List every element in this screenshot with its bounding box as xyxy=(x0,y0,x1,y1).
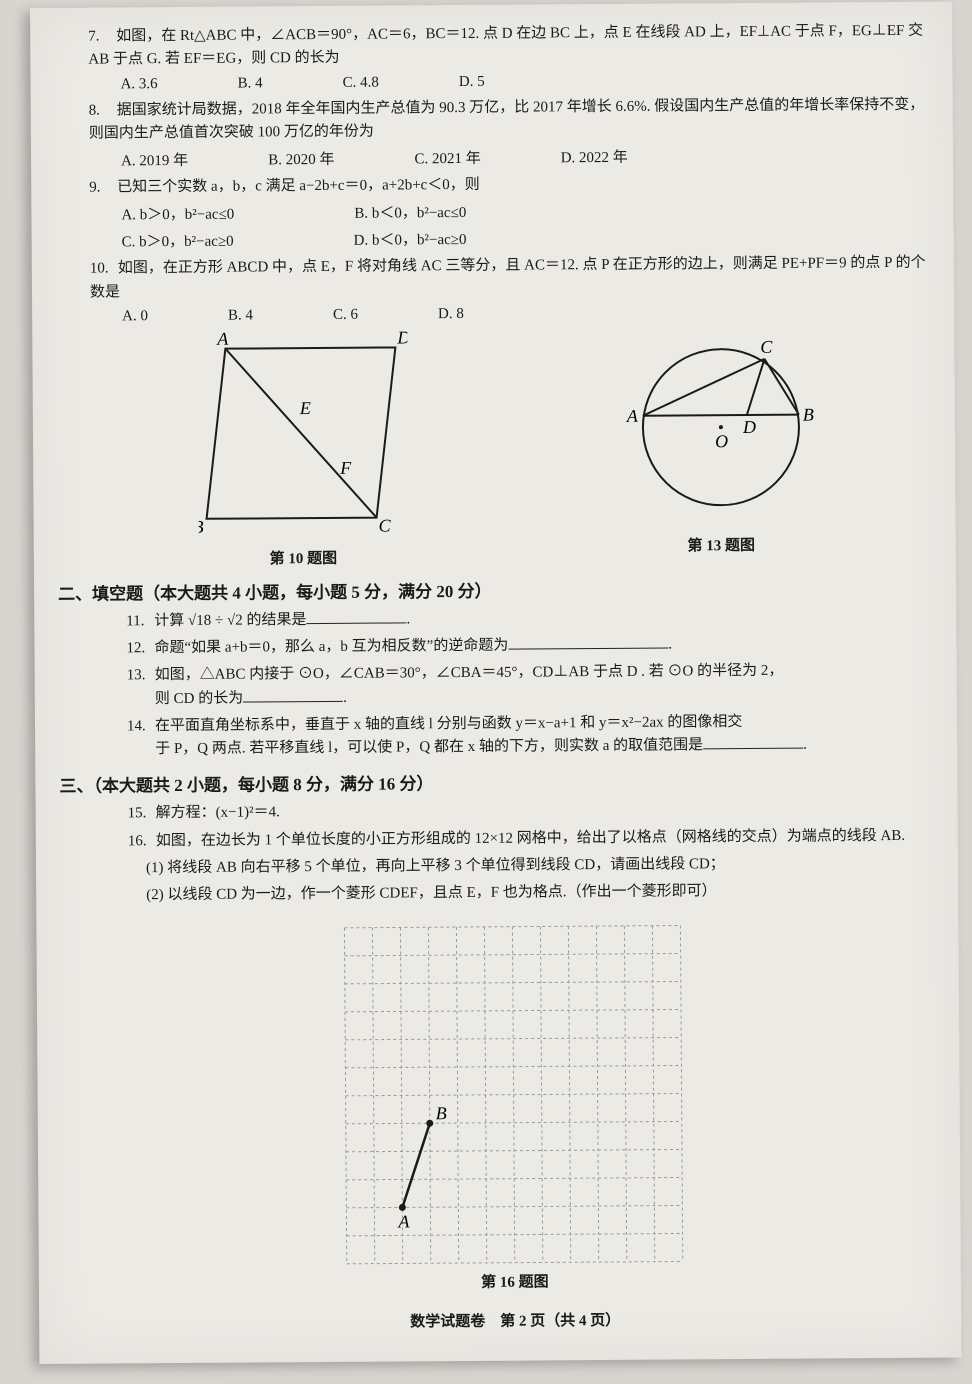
svg-text:A: A xyxy=(216,329,229,348)
q-text-7: 如图，在 Rt△ABC 中，∠ACB＝90°，AC＝6，BC＝12. 点 D 在… xyxy=(88,23,923,68)
q-number-13: 13. xyxy=(127,664,155,687)
choice-10D: D. 8 xyxy=(438,306,464,323)
choices-8: A. 2019 年 B. 2020 年 C. 2021 年 D. 2022 年 xyxy=(89,144,925,171)
blank-11 xyxy=(306,610,406,624)
q-text-14b: 于 P，Q 两点. 若平移直线 l，可以使 P，Q 都在 x 轴的下方，则实数 … xyxy=(155,737,703,757)
choice-10C: C. 6 xyxy=(333,306,358,323)
svg-text:D: D xyxy=(741,417,755,437)
section-2-title: 二、填空题（本大题共 4 小题，每小题 5 分，满分 20 分） xyxy=(58,573,928,604)
figure-13-svg: A B C DO xyxy=(620,326,821,527)
q-text-14a: 在平面直角坐标系中，垂直于 x 轴的直线 l 分别与函数 y＝x−a+1 和 y… xyxy=(155,714,742,734)
q-text-16: 如图，在边长为 1 个单位长度的小正方形组成的 12×12 网格中，给出了以格点… xyxy=(156,827,905,848)
choice-8C: C. 2021 年 xyxy=(414,147,480,168)
section-3-title: 三、（本大题共 2 小题，每小题 8 分，满分 16 分） xyxy=(59,766,929,797)
choice-8B: B. 2020 年 xyxy=(268,148,334,169)
question-15: 15.解方程：(x−1)²＝4. xyxy=(94,797,930,826)
q-text-13b: 则 CD 的长为 xyxy=(155,690,243,707)
svg-text:O: O xyxy=(714,431,727,451)
figure-16-svg: AB xyxy=(338,920,688,1270)
q-number-14: 14. xyxy=(127,715,155,738)
q-number-15: 15. xyxy=(128,802,156,825)
q-number-9: 9. xyxy=(89,176,117,199)
blank-12 xyxy=(508,635,668,650)
blank-13 xyxy=(243,688,343,702)
choice-9C: C. b＞0，b²−ac≥0 xyxy=(122,230,234,252)
q-text-13a: 如图，△ABC 内接于 ⊙O，∠CAB＝30°，∠CBA＝45°，CD⊥AB 于… xyxy=(155,663,784,683)
figure-13-caption: 第 13 题图 xyxy=(621,533,821,555)
svg-text:A: A xyxy=(397,1212,410,1232)
question-14: 14.在平面直角坐标系中，垂直于 x 轴的直线 l 分别与函数 y＝x−a+1 … xyxy=(93,709,929,761)
figure-10-svg: A D B C E F xyxy=(197,329,408,540)
question-16-p1: (1) 将线段 AB 向右平移 5 个单位，再向上平移 3 个单位得到线段 CD… xyxy=(94,851,930,880)
q-number-11: 11. xyxy=(126,610,154,633)
page-footer: 数学试题卷 第 2 页（共 4 页） xyxy=(97,1307,933,1334)
blank-14 xyxy=(703,735,803,749)
q-text-8: 据国家统计局数据，2018 年全年国内生产总值为 90.3 万亿，比 2017 … xyxy=(89,96,924,141)
choice-10A: A. 0 xyxy=(122,308,148,325)
figure-row: ADBCEF 第 10 题图 ABCDO 第 13 题图 xyxy=(90,326,928,570)
choice-8A: A. 2019 年 xyxy=(121,149,188,170)
question-8: 8.据国家统计局数据，2018 年全年国内生产总值为 90.3 万亿，比 201… xyxy=(89,93,925,145)
choice-9D: D. b＜0，b²−ac≥0 xyxy=(354,228,467,250)
q-number-16: 16. xyxy=(128,830,156,853)
choice-9B: B. b＜0，b²−ac≤0 xyxy=(354,201,466,223)
svg-text:C: C xyxy=(378,515,391,535)
choice-7D: D. 5 xyxy=(459,73,485,90)
q-text-11: 计算 √18 ÷ √2 的结果是 xyxy=(154,612,306,629)
choices-7: A. 3.6 B. 4 C. 4.8 D. 5 xyxy=(88,70,924,93)
choice-7C: C. 4.8 xyxy=(343,74,379,91)
choices-9-row1: A. b＞0，b²−ac≤0 B. b＜0，b²−ac≤0 xyxy=(89,198,925,225)
q-text-9: 已知三个实数 a，b，c 满足 a−2b+c＝0，a+2b+c＜0，则 xyxy=(117,177,480,196)
question-10: 10.如图，在正方形 ABCD 中，点 E，F 将对角线 AC 三等分，且 AC… xyxy=(90,252,926,304)
svg-text:F: F xyxy=(339,458,352,478)
choice-7B: B. 4 xyxy=(238,75,263,92)
q-number-10: 10. xyxy=(90,258,118,281)
question-16: 16.如图，在边长为 1 个单位长度的小正方形组成的 12×12 网格中，给出了… xyxy=(94,824,930,853)
figure-13-wrap: A B C DO 第 13 题图 xyxy=(620,326,822,555)
figure-10-wrap: A D B C E F 第 10 题图 xyxy=(197,329,409,568)
q-number-12: 12. xyxy=(126,637,154,660)
figure-16-wrap: AB 第 16 题图 xyxy=(94,918,933,1295)
question-7: 7.如图，在 Rt△ABC 中，∠ACB＝90°，AC＝6，BC＝12. 点 D… xyxy=(88,20,924,72)
choice-9A: A. b＞0，b²−ac≤0 xyxy=(121,203,234,225)
q-text-10: 如图，在正方形 ABCD 中，点 E，F 将对角线 AC 三等分，且 AC＝12… xyxy=(90,255,926,300)
q-text-12: 命题“如果 a+b＝0，那么 a，b 互为相反数”的逆命题为 xyxy=(154,638,508,656)
choice-10B: B. 4 xyxy=(228,307,253,324)
choices-9-row2: C. b＞0，b²−ac≥0 D. b＜0，b²−ac≥0 xyxy=(90,225,926,252)
q-number-8: 8. xyxy=(89,99,117,122)
q-number-7: 7. xyxy=(88,25,116,48)
svg-text:B: B xyxy=(436,1103,447,1123)
question-9: 9.已知三个实数 a，b，c 满足 a−2b+c＝0，a+2b+c＜0，则 xyxy=(89,171,925,200)
svg-text:C: C xyxy=(760,337,773,357)
svg-text:B: B xyxy=(802,404,813,424)
svg-text:A: A xyxy=(625,406,638,426)
q-text-15: 解方程：(x−1)²＝4. xyxy=(156,805,280,822)
choice-8D: D. 2022 年 xyxy=(561,146,628,167)
svg-text:E: E xyxy=(298,398,310,418)
svg-text:B: B xyxy=(197,517,203,537)
figure-16-caption: 第 16 题图 xyxy=(481,1271,549,1292)
question-13: 13.如图，△ABC 内接于 ⊙O，∠CAB＝30°，∠CBA＝45°，CD⊥A… xyxy=(93,659,929,711)
figure-10-caption: 第 10 题图 xyxy=(198,546,408,568)
svg-text:D: D xyxy=(396,329,408,347)
question-11: 11.计算 √18 ÷ √2 的结果是. xyxy=(92,604,928,633)
choices-10: A. 0 B. 4 C. 6 D. 8 xyxy=(90,303,926,326)
choice-7A: A. 3.6 xyxy=(120,76,157,93)
question-16-p2: (2) 以线段 CD 为一边，作一个菱形 CDEF，且点 E，F 也为格点.（作… xyxy=(94,879,930,908)
question-12: 12.命题“如果 a+b＝0，那么 a，b 互为相反数”的逆命题为. xyxy=(92,632,928,661)
